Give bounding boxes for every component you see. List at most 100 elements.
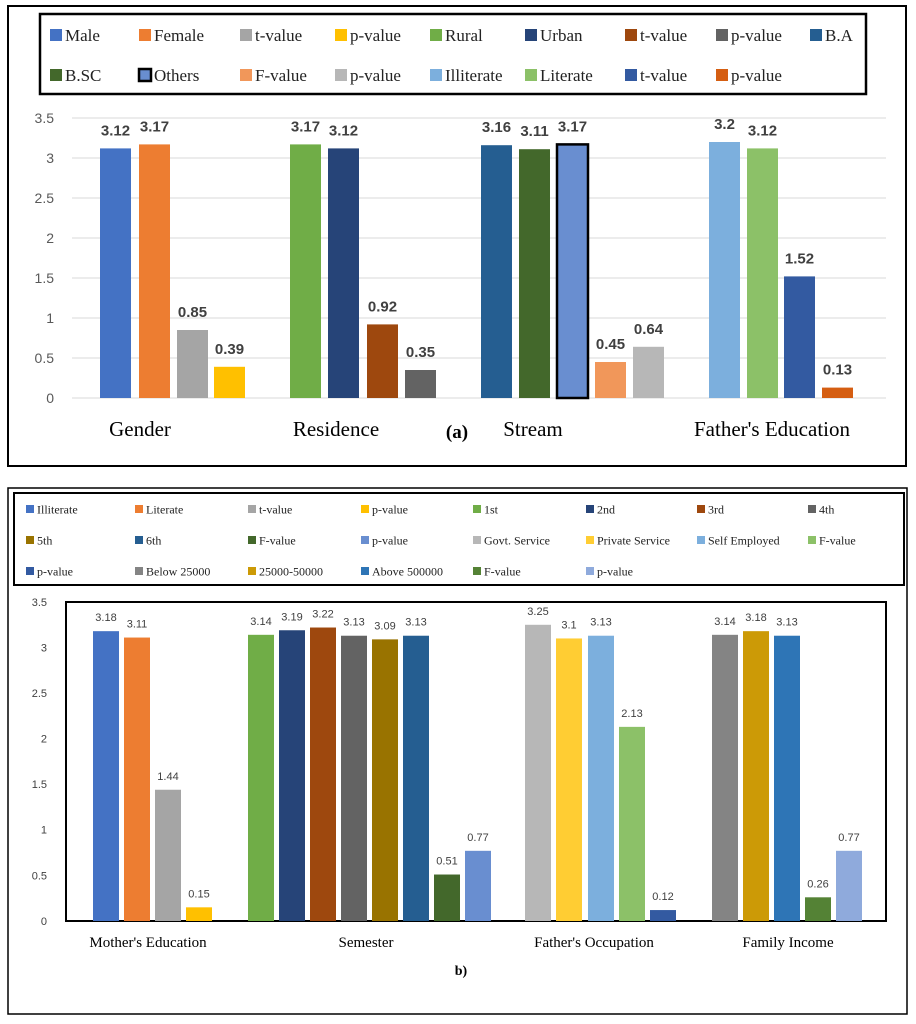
legend-label: p-value [731,66,782,85]
bar [341,635,367,921]
legend-box [13,492,905,586]
bar [822,387,853,398]
bar-value-label: 0.45 [596,336,625,353]
category-label: Father's Education [694,417,850,441]
bar-value-label: 0.26 [807,878,828,890]
legend-label: t-value [640,26,687,45]
chart-panel-b: Illiterate Literate t-value p-value 1st 2nd 3r… [7,487,908,1015]
bar-value-label: 0.64 [634,321,664,338]
bar-value-label: 3.2 [714,116,735,133]
bar-value-label: 3.25 [527,606,548,618]
bar [248,634,274,921]
legend-swatch [137,67,153,83]
legend-label: Literate [146,502,183,516]
bar-value-label: 0.13 [823,362,852,379]
bar [214,366,245,398]
legend-swatch [240,69,252,81]
panel-label: (a) [446,422,468,443]
bar [633,346,664,398]
legend-swatch [716,69,728,81]
bar-value-label: 3.09 [374,620,395,632]
bar-value-label: 3.12 [101,122,130,139]
bar-value-label: 3.19 [281,611,302,623]
category-label: Stream [503,417,562,441]
legend-swatch [335,69,347,81]
legend-swatch [716,29,728,41]
legend-label: Rural [445,26,483,45]
y-tick-label: 2.5 [32,688,47,700]
bar [405,370,436,398]
legend-label: t-value [640,66,687,85]
y-tick-label: 0 [46,390,54,406]
legend-swatch [135,536,143,544]
y-tick-label: 3.5 [35,110,55,126]
category-label: Mother's Education [89,935,207,951]
bar-value-label: 0.85 [178,304,207,321]
bar-value-label: 1.44 [157,771,178,783]
legend-label: F-value [484,564,521,578]
bar-group: 3.2 3.12 1.52 0.13 [709,116,853,398]
legend-swatch [26,567,34,575]
bar [124,637,150,921]
bar-value-label: 0.39 [215,341,244,358]
legend-label: 25000-50000 [259,564,323,578]
y-tick-label: 1 [41,825,47,837]
legend: Male Female t-value p-value Rural Urban t-valu… [38,12,868,96]
bar [743,631,769,921]
legend-swatch [361,536,369,544]
panel-frame [7,5,907,467]
chart-panel-a: Male Female t-value p-value Rural Urban t-valu… [7,5,907,467]
bar [186,907,212,921]
bar [555,143,590,400]
legend-swatch [248,536,256,544]
legend-label: 6th [146,533,161,547]
y-tick-label: 3.5 [32,597,47,609]
legend-label: Illiterate [37,502,78,516]
y-tick-label: 1.5 [32,779,47,791]
legend-swatch [586,567,594,575]
bar-value-label: 3.17 [140,118,169,135]
category-label: Family Income [742,935,834,951]
legend-swatch [361,567,369,575]
legend-swatch [586,536,594,544]
y-tick-label: 1 [46,310,54,326]
bar [328,148,359,398]
bar-group: 3.16 3.11 3.17 0.45 0.64 [481,118,664,400]
legend-swatch [135,505,143,513]
bar [100,148,131,398]
bar [139,144,170,398]
bar [310,627,336,921]
bar [481,145,512,398]
legend-swatch [26,536,34,544]
bar [465,850,491,921]
y-tick-label: 0 [41,916,47,928]
panel-label: b) [455,964,468,979]
legend-label: t-value [259,502,292,516]
legend-label: Above 500000 [372,564,443,578]
y-tick-label: 1.5 [35,270,55,286]
bar-value-label: 3.12 [329,122,358,139]
bar [588,635,614,921]
bar-value-label: 0.51 [436,856,457,868]
bar [774,635,800,921]
legend-swatch [525,29,537,41]
legend-swatch [586,505,594,513]
bar-value-label: 0.92 [368,298,397,315]
legend-label: p-value [37,564,73,578]
y-tick-label: 3 [46,150,54,166]
category-label: Gender [109,417,171,441]
bar [367,324,398,398]
legend-label: p-value [350,66,401,85]
bar-value-label: 3.18 [95,612,116,624]
category-label: Semester [339,935,394,951]
legend-box [38,12,868,96]
legend-label: p-value [350,26,401,45]
bar [290,144,321,398]
legend-label: F-value [819,533,856,547]
y-tick-label: 2 [41,734,47,746]
bar-value-label: 0.12 [652,891,673,903]
bar-group: 3.25 3.1 3.13 2.13 0.12 [525,606,676,921]
legend-label: Others [154,66,199,85]
bar-value-label: 3.13 [405,617,426,629]
bar-group: 3.14 3.18 3.13 0.26 0.77 [712,612,862,921]
